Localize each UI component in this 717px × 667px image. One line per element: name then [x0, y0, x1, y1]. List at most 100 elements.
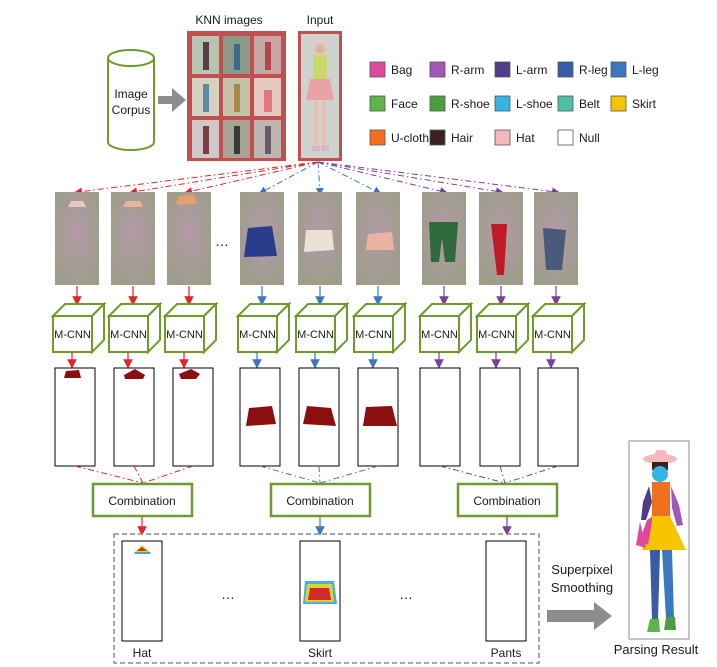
legend-swatch-u-cloth	[369, 129, 386, 146]
combination-box-pants: Combination	[456, 482, 559, 518]
legend-label-l-arm: L-arm	[516, 63, 547, 77]
image-corpus-cylinder: Image Corpus	[107, 49, 155, 151]
ellipsis-maps-1: …	[215, 233, 229, 249]
mcnn-cube: M-CNN	[235, 301, 292, 355]
prob-map-hat-1	[55, 192, 99, 285]
legend-swatch-null	[557, 129, 574, 146]
result-map-skirt: Skirt	[299, 540, 341, 660]
mask-pants-3	[537, 367, 579, 467]
prob-to-mcnn-arrows	[72, 286, 561, 306]
legend-swatch-l-leg	[610, 61, 627, 78]
mcnn-label: M-CNN	[421, 329, 458, 341]
mask-hat-1	[54, 367, 96, 467]
legend-swatch-hair	[429, 129, 446, 146]
mcnn-label: M-CNN	[297, 329, 334, 341]
input-image	[298, 31, 342, 161]
mask-row	[54, 367, 579, 467]
legend-swatch-r-arm	[429, 61, 446, 78]
input-label: Input	[307, 13, 334, 27]
legend-label-hat: Hat	[516, 131, 535, 145]
probability-maps: …	[55, 192, 578, 285]
prob-map-skirt-1	[240, 192, 284, 285]
combination-box-skirt: Combination	[269, 482, 372, 518]
mcnn-cube: M-CNN	[474, 301, 531, 355]
mcnn-cube: M-CNN	[530, 301, 587, 355]
smoothing-label-line2: Smoothing	[551, 580, 613, 595]
prob-map-pants-1	[422, 192, 466, 285]
input-branch-lines	[74, 161, 560, 196]
legend-swatch-hat	[494, 129, 511, 146]
corpus-label-line1: Image	[114, 87, 148, 101]
result-label-pants: Pants	[491, 646, 522, 660]
prob-map-pants-2	[479, 192, 523, 285]
legend-swatch-l-shoe	[494, 95, 511, 112]
parsing-result-label: Parsing Result	[614, 642, 699, 657]
legend-label-l-leg: L-leg	[632, 63, 659, 77]
prob-map-skirt-3	[356, 192, 400, 285]
legend-label-null: Null	[579, 131, 600, 145]
mcnn-cube: M-CNN	[162, 301, 219, 355]
legend-swatch-r-shoe	[429, 95, 446, 112]
smoothing-label-line1: Superpixel	[551, 562, 613, 577]
parsing-result-image	[628, 440, 690, 640]
legend-swatch-belt	[557, 95, 574, 112]
mask-to-combination-lines	[74, 465, 559, 484]
legend-label-l-shoe: L-shoe	[516, 97, 553, 111]
mcnn-cube: M-CNN	[106, 301, 163, 355]
combination-label: Combination	[473, 494, 540, 508]
mcnn-label: M-CNN	[355, 329, 392, 341]
legend-label-skirt: Skirt	[632, 97, 657, 111]
combination-box-hat: Combination	[91, 482, 194, 518]
result-map-pants: Pants	[485, 540, 527, 660]
knn-image-grid	[187, 31, 286, 161]
mcnn-label: M-CNN	[110, 329, 147, 341]
corpus-arrow	[158, 88, 186, 112]
mcnn-cube: M-CNN	[351, 301, 408, 355]
mcnn-cube: M-CNN	[50, 301, 107, 355]
legend-label-hair: Hair	[451, 131, 473, 145]
ellipsis-results-2: …	[399, 586, 413, 602]
results-frame	[113, 533, 540, 664]
corpus-label-line2: Corpus	[112, 103, 151, 117]
legend-label-belt: Belt	[579, 97, 600, 111]
mcnn-cube: M-CNN	[293, 301, 350, 355]
legend-swatch-face	[369, 95, 386, 112]
knn-images-label: KNN images	[195, 13, 262, 27]
mask-hat-3	[172, 367, 214, 467]
prob-map-hat-3	[167, 192, 211, 285]
legend-swatch-bag	[369, 61, 386, 78]
mask-pants-1	[419, 367, 461, 467]
legend-label-bag: Bag	[391, 63, 412, 77]
mask-pants-2	[479, 367, 521, 467]
mcnn-to-mask-arrows	[67, 352, 556, 369]
legend-swatch-r-leg	[557, 61, 574, 78]
mcnn-label: M-CNN	[54, 329, 91, 341]
mcnn-label: M-CNN	[534, 329, 571, 341]
smoothing-arrow	[547, 602, 612, 630]
mcnn-label: M-CNN	[166, 329, 203, 341]
legend-swatch-skirt	[610, 95, 627, 112]
mcnn-row: M-CNN M-CNN M-CNN M-CNN M-CNN M-CNN M-CNN M-CNN…	[50, 301, 587, 355]
legend-swatch-l-arm	[494, 61, 511, 78]
legend-label-r-leg: R-leg	[579, 63, 608, 77]
mcnn-label: M-CNN	[478, 329, 515, 341]
prob-map-skirt-2	[298, 192, 342, 285]
legend-label-r-arm: R-arm	[451, 63, 484, 77]
label-legend: Bag R-arm L-arm R-leg L-leg Face R-shoe L-shoe B…	[369, 61, 659, 146]
ellipsis-results-1: …	[221, 586, 235, 602]
legend-label-face: Face	[391, 97, 418, 111]
combination-to-result-arrows	[137, 517, 512, 536]
legend-label-r-shoe: R-shoe	[451, 97, 490, 111]
prob-map-pants-3	[534, 192, 578, 285]
result-map-hat: Hat	[121, 540, 163, 660]
mcnn-label: M-CNN	[239, 329, 276, 341]
result-label-hat: Hat	[133, 646, 152, 660]
mask-hat-2	[113, 367, 155, 467]
result-label-skirt: Skirt	[308, 646, 333, 660]
mcnn-cube: M-CNN	[417, 301, 474, 355]
combination-label: Combination	[108, 494, 175, 508]
legend-label-u-cloth: U-cloth	[391, 131, 429, 145]
prob-map-hat-2	[111, 192, 155, 285]
combination-label: Combination	[286, 494, 353, 508]
